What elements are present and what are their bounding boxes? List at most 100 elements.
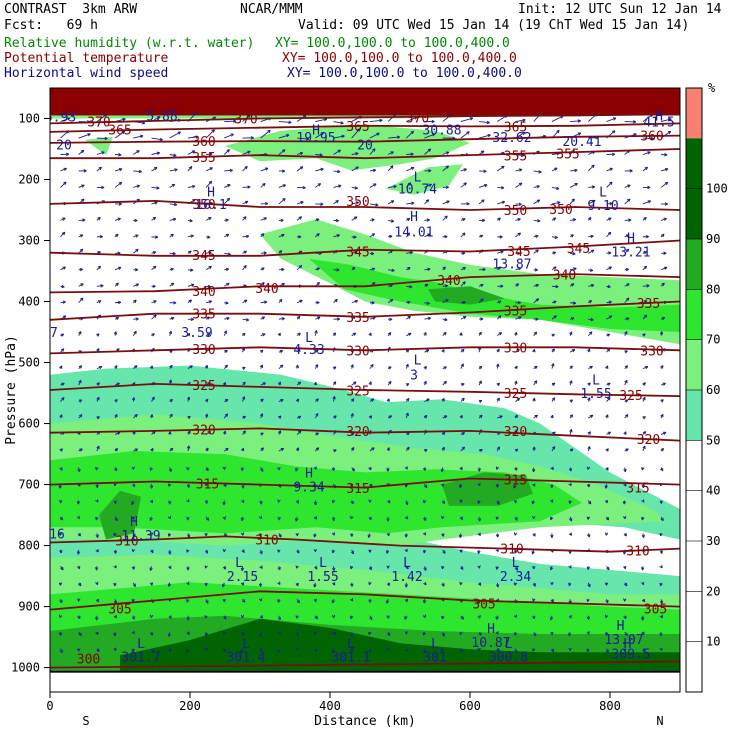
wind-arrowhead [534,365,538,370]
wind-arrowhead [204,565,208,569]
wind-arrowhead [422,531,427,536]
wind-arrowhead [225,218,229,222]
wind-label: L [319,556,327,571]
wind-arrowhead [222,466,226,470]
wind-arrowhead [78,365,83,369]
wind-vector [114,130,126,139]
wind-arrowhead [204,533,208,537]
wind-arrowhead [587,348,591,352]
wind-arrowhead [169,364,173,369]
wind-arrowhead [550,599,554,603]
wind-arrowhead [466,202,470,206]
wind-arrowhead [405,412,409,416]
wind-vector [606,167,613,172]
wind-vector [515,154,524,157]
wind-arrowhead [279,364,284,368]
wind-arrowhead [224,350,228,354]
wind-arrowhead [623,565,627,570]
wind-arrowhead [641,631,645,636]
wind-arrowhead [258,633,263,637]
wind-arrowhead [186,631,190,635]
wind-arrowhead [320,167,324,172]
wind-arrowhead [389,317,393,322]
wind-arrowhead [204,633,208,637]
wind-arrowhead [320,202,324,206]
wind-arrowhead [370,363,374,368]
wind-arrowhead [641,466,645,471]
wind-arrowhead [186,332,191,337]
colorbar-band-4 [686,339,702,390]
field-label-rh: Relative humidity (w.r.t. water) [4,36,255,51]
wind-arrowhead [659,614,663,619]
wind-arrowhead [386,518,390,522]
wind-arrowhead [209,152,213,156]
wind-arrowhead [95,517,99,521]
wind-arrowhead [240,467,245,471]
wind-arrowhead [522,131,526,136]
wind-arrowhead [259,413,264,417]
wind-arrowhead [535,283,539,288]
wind-arrowhead [191,283,195,287]
wind-arrowhead [205,467,209,471]
wind-arrowhead [532,397,536,402]
wind-arrowhead [611,152,616,156]
wind-vector [442,215,448,221]
wind-arrowhead [496,397,500,401]
wind-arrowhead [315,412,319,417]
wind-vector [406,202,415,205]
field-xy-theta: XY= 100.0,100.0 to 100.0,400.0 [282,51,517,66]
wind-arrowhead [331,467,336,471]
wind-arrowhead [477,468,481,472]
wind-vector [96,113,108,122]
wind-arrowhead [389,234,393,239]
wind-arrowhead [604,632,609,636]
y-axis-label: Pressure (hPa) [4,335,19,445]
wind-arrowhead [168,330,173,335]
wind-arrowhead [261,281,265,286]
wind-arrowhead [149,499,154,504]
wind-vector [442,200,450,205]
wind-arrowhead [204,364,209,369]
wind-arrowhead [422,614,426,618]
theta-label: 330 [504,341,527,356]
theta-label: 355 [504,150,527,165]
wind-arrowhead [569,414,574,418]
wind-arrowhead [513,632,518,636]
wind-arrowhead [641,598,646,603]
wind-arrowhead [554,235,558,239]
wind-arrowhead [78,632,82,637]
wind-arrowhead [664,167,669,172]
wind-vector [205,129,215,139]
wind-arrowhead [664,202,668,206]
wind-arrowhead [568,468,573,472]
wind-arrowhead [353,235,357,239]
wind-arrowhead [641,517,645,521]
wind-arrowhead [278,415,282,419]
wind-arrowhead [549,616,554,621]
wind-arrowhead [149,517,153,521]
wind-vector [114,168,123,172]
wind-arrowhead [78,414,83,418]
wind-arrowhead [95,617,99,621]
wind-arrowhead [135,317,139,321]
wind-arrowhead [551,363,555,367]
theta-label: 320 [192,424,215,439]
wind-arrowhead [495,516,499,520]
wind-arrowhead [608,266,612,270]
wind-arrowhead [96,648,100,653]
wind-arrowhead [337,149,341,153]
wind-vector [405,130,414,139]
wind-vector [205,167,213,172]
wind-vector [151,186,160,189]
wind-arrowhead [336,317,341,321]
wind-vector [442,151,450,155]
x-tick-label: 800 [599,699,621,713]
wind-arrowhead [156,186,160,190]
wind-arrowhead [477,482,481,487]
wind-arrowhead [386,647,390,651]
wind-arrowhead [422,632,426,636]
wind-arrowhead [495,616,499,620]
wind-arrowhead [591,185,596,189]
wind-label: 2.34 [500,570,531,585]
wind-arrowhead [131,616,136,620]
